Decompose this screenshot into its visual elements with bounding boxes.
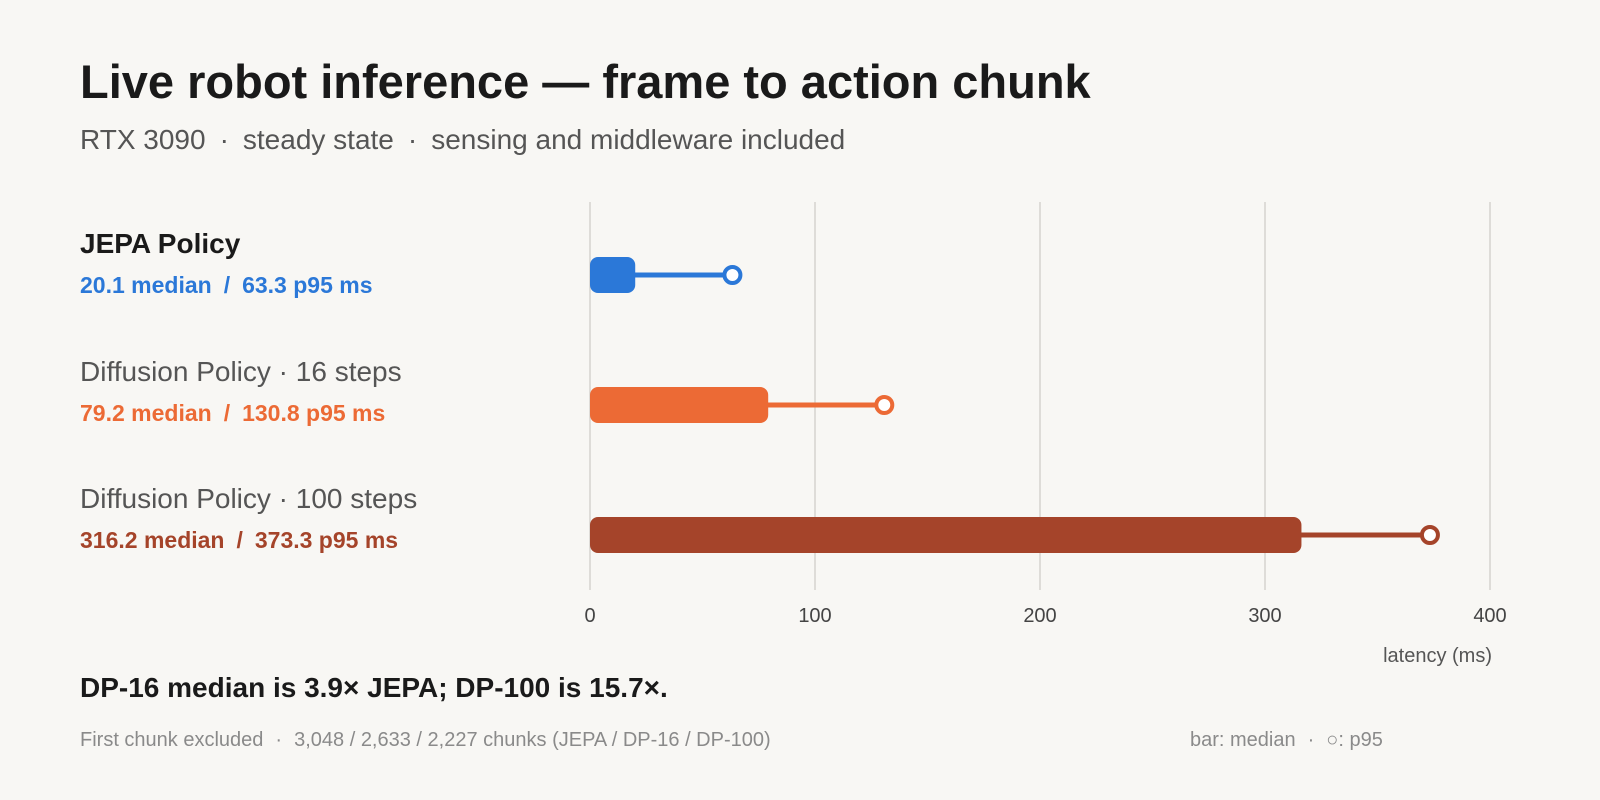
footnote-counts: 3,048 / 2,633 / 2,227 chunks (JEPA / DP-… [294,729,771,751]
takeaway-text: DP-16 median is 3.9× JEPA; DP-100 is 15.… [80,672,668,703]
subtitle-separator: · [219,124,229,155]
category-label: Diffusion Policy · 100 steps [80,483,418,514]
p95-marker [874,395,895,415]
x-tick-label: 200 [1023,605,1056,627]
row-label-jepa: JEPA Policy 20.1 median / 63.3 p95 ms [80,227,373,299]
x-tick-label: 400 [1473,605,1506,627]
stats-label: 316.2 median / 373.3 p95 ms [80,526,417,554]
median-label: 20.1 median [80,272,212,298]
legend-circle-p95: ○: p95 [1326,729,1383,751]
median-bar [590,387,769,423]
chart-title: Live robot inference — frame to action c… [80,55,1091,108]
subtitle-gpu: RTX 3090 [80,124,206,155]
median-bar [590,517,1302,553]
p95-label: 130.8 p95 ms [242,400,386,426]
category-label: JEPA Policy [80,228,241,259]
slash-separator: / [236,527,243,553]
p95-label: 373.3 p95 ms [254,527,399,553]
category-label: Diffusion Policy · 16 steps [80,356,402,387]
subtitle-scope: sensing and middleware included [431,124,846,155]
footnote-exclusion: First chunk excluded [80,729,264,751]
subtitle-state: steady state [242,124,394,155]
chart-subtitle: RTX 3090 · steady state · sensing and middle… [80,122,845,158]
slash-separator: / [223,400,231,426]
x-tick-label: 300 [1248,605,1281,627]
row-label-dp100: Diffusion Policy · 100 steps 316.2 media… [80,482,417,554]
median-label: 79.2 median [80,400,212,426]
p95-marker [722,265,743,285]
x-tick-label: 100 [798,605,831,627]
legend-separator: · [1307,729,1315,751]
stats-label: 20.1 median / 63.3 p95 ms [80,271,373,299]
p95-marker [1419,525,1440,545]
slash-separator: / [223,272,231,298]
legend-bar-median: bar: median [1190,729,1296,751]
legend-note: bar: median · ○: p95 [1190,727,1383,753]
stats-label: 79.2 median / 130.8 p95 ms [80,399,402,427]
x-tick-label: 0 [584,605,595,627]
subtitle-separator: · [407,124,418,155]
footnote-separator: · [275,729,283,751]
p95-label: 63.3 p95 ms [242,272,373,298]
footnote: First chunk excluded · 3,048 / 2,633 / 2,2… [80,727,771,753]
median-bar [590,257,636,293]
x-axis-title: latency (ms) [1383,645,1492,667]
row-label-dp16: Diffusion Policy · 16 steps 79.2 median /… [80,355,402,427]
median-label: 316.2 median [80,527,225,553]
